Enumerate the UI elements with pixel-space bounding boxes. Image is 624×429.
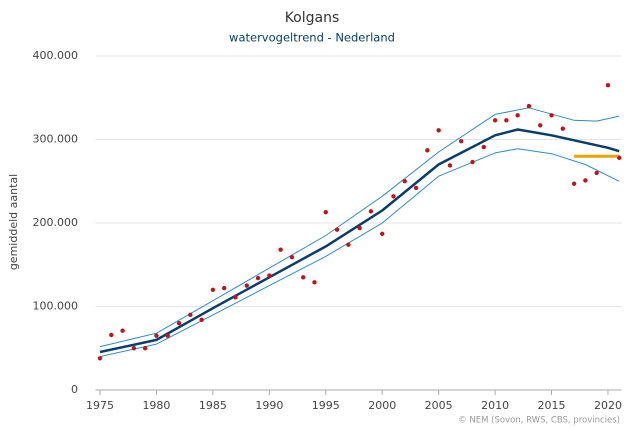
source: © NEM (Sovon, RWS, CBS, provincies)	[458, 416, 620, 426]
x-tick-label: 1985	[199, 399, 227, 412]
data-point	[244, 283, 249, 288]
data-point	[312, 280, 317, 285]
band-line	[99, 148, 620, 358]
data-point	[289, 255, 295, 260]
data-point	[233, 295, 238, 300]
data-point	[538, 123, 543, 128]
data-point	[300, 275, 306, 280]
data-point	[436, 128, 441, 133]
data-point	[492, 118, 498, 123]
data-point	[560, 126, 566, 131]
data-point	[255, 275, 261, 281]
x-tick-label: 2000	[368, 399, 396, 412]
trend-line	[99, 128, 620, 354]
data-point	[583, 178, 588, 183]
chart-title: Kolgans	[285, 10, 340, 26]
band-line	[99, 107, 620, 348]
data-point	[346, 242, 351, 247]
data-point	[165, 333, 170, 338]
data-point	[504, 118, 509, 123]
y-tick-label: 200.000	[33, 216, 79, 229]
data-point	[447, 163, 453, 168]
y-axis-label: gemiddeld aantal	[7, 174, 20, 270]
data-point	[380, 231, 385, 237]
x-tick-label: 2015	[538, 399, 566, 412]
data-point	[221, 285, 227, 291]
chart-subtitle: watervogeltrend - Nederland	[229, 31, 395, 45]
x-tick-label: 2020	[594, 399, 622, 412]
data-point	[334, 227, 340, 232]
x-tick-label: 2005	[425, 399, 453, 412]
data-point	[526, 103, 532, 109]
data-point	[571, 181, 577, 186]
data-point	[357, 225, 362, 231]
data-point	[470, 159, 475, 165]
data-point	[481, 144, 486, 150]
data-point	[199, 317, 204, 323]
data-point	[278, 247, 283, 252]
data-point	[176, 321, 182, 326]
y-tick-label: 300.000	[33, 133, 79, 146]
data-point	[368, 209, 374, 214]
data-point	[594, 170, 599, 176]
data-point	[323, 209, 328, 215]
data-point	[131, 346, 137, 351]
y-tick-label: 400.000	[33, 49, 79, 62]
data-point	[605, 83, 611, 88]
x-tick-label: 2010	[481, 399, 509, 412]
data-point	[391, 194, 396, 199]
data-point	[109, 332, 114, 338]
data-point	[120, 328, 125, 333]
data-point	[515, 113, 520, 118]
data-point	[549, 113, 554, 118]
data-point	[402, 179, 407, 184]
x-tick-label: 1995	[312, 399, 340, 412]
y-tick-label: 100.000	[33, 300, 79, 313]
y-tick-label: 0	[71, 383, 78, 396]
data-point	[459, 138, 464, 144]
data-point	[142, 346, 148, 351]
data-point	[188, 312, 193, 318]
data-point	[97, 356, 103, 361]
data-point	[425, 148, 430, 153]
x-tick-label: 1990	[255, 399, 283, 412]
x-tick-label: 1975	[86, 399, 114, 412]
data-point	[154, 333, 159, 338]
data-point	[267, 273, 272, 278]
data-point	[413, 185, 419, 191]
data-point	[210, 287, 216, 292]
x-tick-label: 1980	[142, 399, 170, 412]
data-point	[617, 155, 622, 161]
